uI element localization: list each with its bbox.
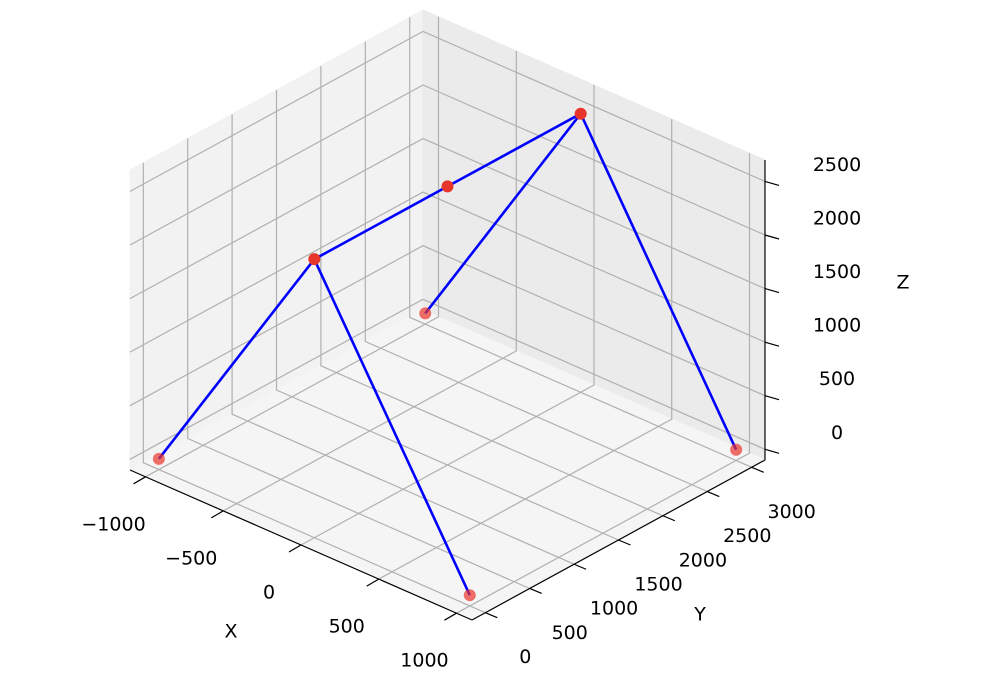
grid-line [129,30,766,192]
z-tick-label: 500 [819,368,855,390]
tick-mark [764,448,780,454]
grid-line [378,119,673,580]
grid-line [145,16,440,478]
grid-line [129,298,766,460]
tick-mark [366,578,380,587]
y-tick-label: 2000 [679,549,727,571]
x-tick-label: −500 [165,547,217,569]
y-tick-label: 1500 [634,574,682,596]
z-tick-label: 0 [831,422,843,444]
tick-mark [288,544,302,553]
tick-mark [485,612,498,619]
y-tick-label: 500 [552,622,588,644]
tick-mark [573,563,587,570]
tick-mark [764,341,780,347]
tick-mark [618,539,631,546]
z-tick-label: 2500 [813,154,861,176]
y-tick-label: 3000 [768,501,816,523]
z-tick-label: 1000 [813,315,861,337]
tick-mark [133,476,146,485]
x-tick-label: −1000 [81,513,145,535]
grid-line [129,191,766,353]
x-axis [129,469,473,621]
z-tick-label: 2000 [813,208,861,230]
z-tick-label: 1500 [813,261,861,283]
grid-line [142,162,486,614]
y-tick-label: 1000 [590,598,638,620]
grid-line [223,50,517,512]
x-tick-label: 0 [263,582,275,604]
y-tick-label: 2500 [723,525,771,547]
tick-mark [444,612,457,621]
y-axis [471,459,766,621]
grid-line [231,114,575,565]
point [308,253,321,266]
tick-mark [529,587,542,595]
tick-mark [751,466,764,473]
tick-mark [764,180,780,187]
grid-line [364,41,708,493]
grid-line [320,65,664,517]
x-axis-label: X [224,621,237,643]
x-tick-label: 1000 [400,650,448,672]
z-axis-label: Z [896,272,909,294]
tick-mark [764,234,780,240]
grid-line [129,84,766,246]
x-tick-label: 500 [329,616,365,638]
tick-mark [764,395,780,401]
point [419,307,432,320]
tick-mark [707,490,720,498]
tick-mark [662,515,676,522]
grid-line [187,138,530,590]
grid-line [275,90,619,541]
grid-line [129,137,766,300]
y-axis-label: Y [693,604,706,626]
point [441,180,454,193]
y-tick-label: 0 [519,646,531,668]
tick-mark [764,287,780,294]
tick-mark [210,510,224,519]
grid-line [456,153,751,614]
grid-line [129,245,766,407]
point [463,589,476,602]
point [152,452,165,465]
grid-line [300,85,595,546]
grid-line [409,17,752,468]
point [730,443,743,456]
point [574,107,587,120]
